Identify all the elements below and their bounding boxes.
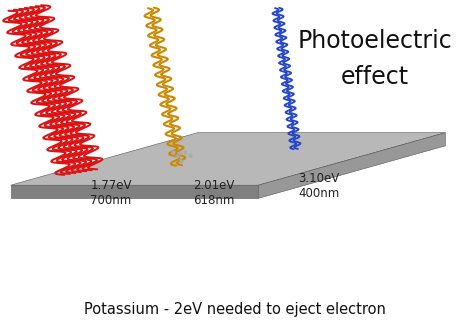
Text: 1.77eV
700nm: 1.77eV 700nm bbox=[90, 179, 132, 207]
Text: 2.01eV
618nm: 2.01eV 618nm bbox=[193, 179, 234, 207]
Polygon shape bbox=[11, 185, 258, 198]
Text: Photoelectric: Photoelectric bbox=[298, 29, 453, 53]
Text: Potassium - 2eV needed to eject electron: Potassium - 2eV needed to eject electron bbox=[84, 303, 386, 317]
Polygon shape bbox=[11, 133, 446, 185]
Text: effect: effect bbox=[341, 65, 410, 89]
Text: 3.10eV
400nm: 3.10eV 400nm bbox=[298, 172, 339, 200]
Polygon shape bbox=[258, 133, 446, 198]
